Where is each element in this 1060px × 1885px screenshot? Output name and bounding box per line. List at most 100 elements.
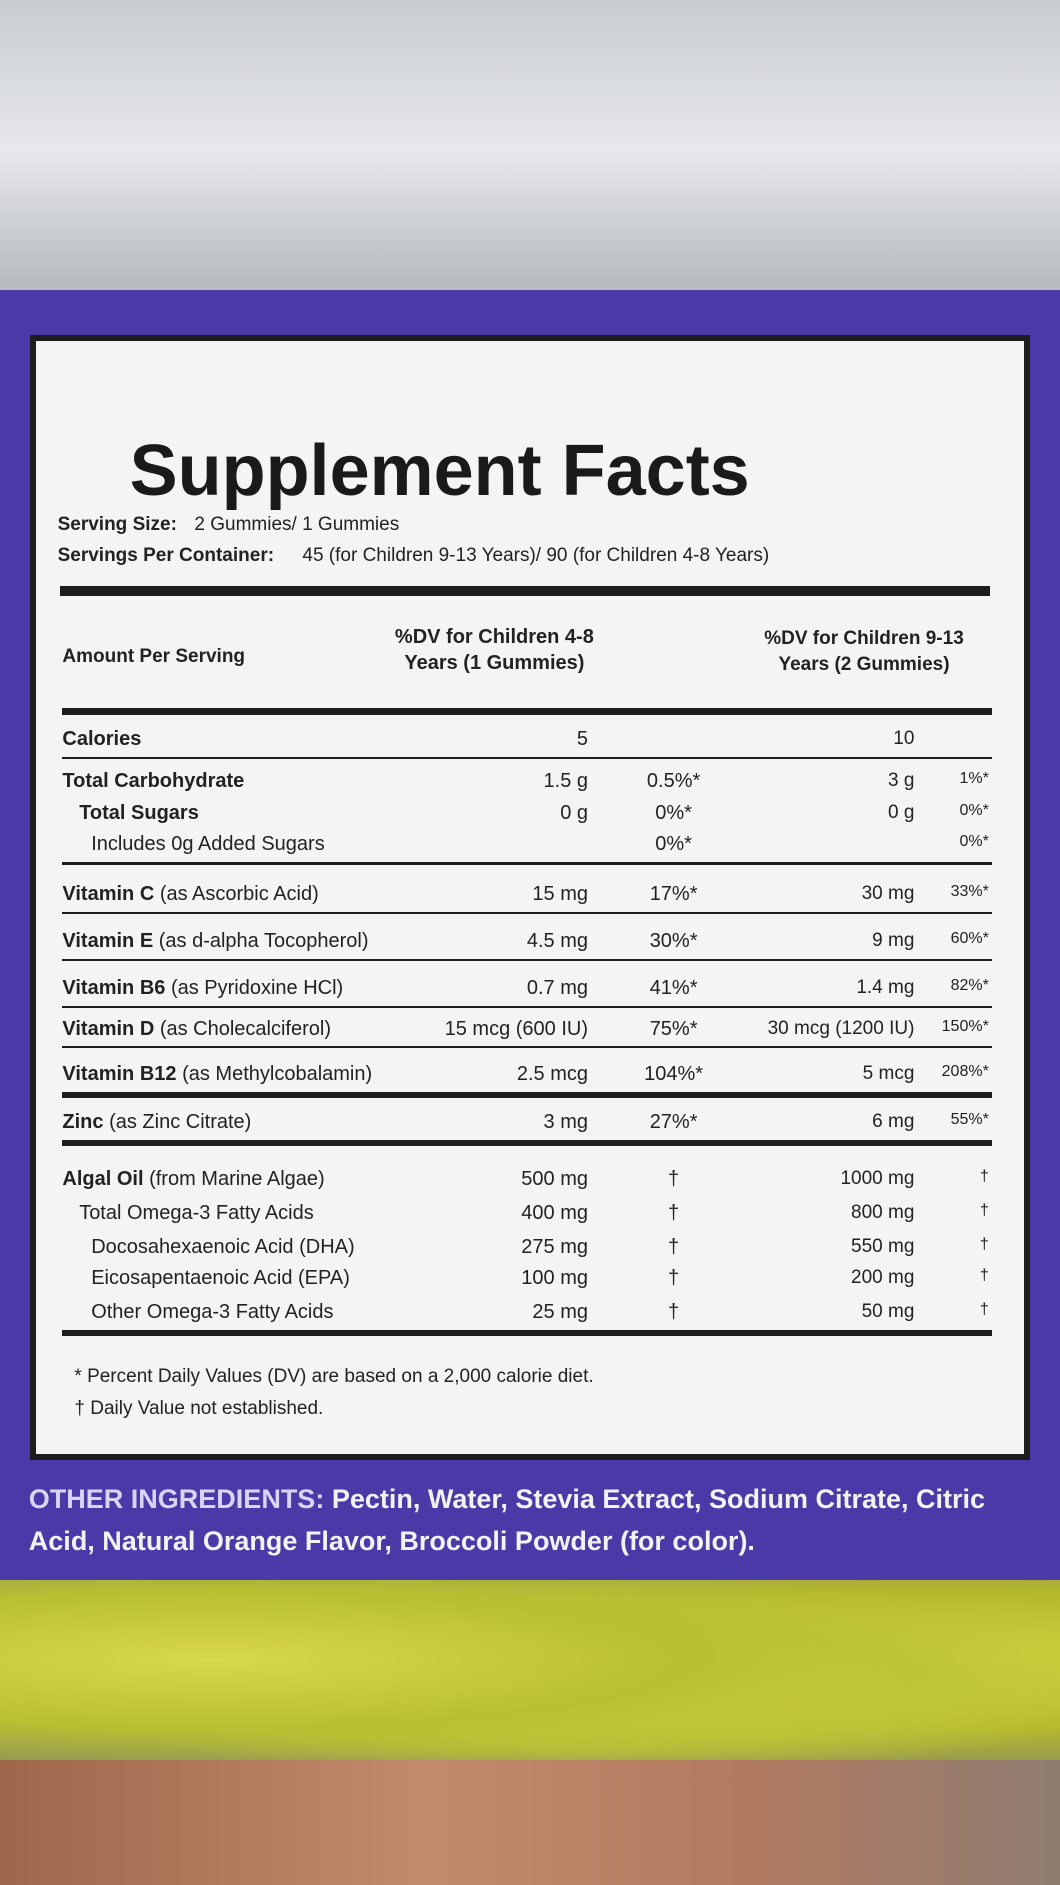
- dv-2: †: [979, 1167, 989, 1185]
- nutrient-name: Vitamin D: [62, 1017, 155, 1040]
- dv-1: 17%*: [649, 883, 698, 906]
- servings-label: Servings Per Container:: [57, 544, 275, 566]
- dv-1: 75%*: [649, 1017, 698, 1040]
- facts-panel: [30, 335, 1030, 1460]
- rule: [62, 708, 993, 715]
- nutrient-name: Zinc: [62, 1111, 104, 1134]
- nutrient-name: Total Carbohydrate: [62, 770, 245, 793]
- nutrient-detail: Total Omega-3 Fatty Acids: [79, 1202, 314, 1225]
- hand: [0, 1760, 1060, 1885]
- row-name: Vitamin C (as Ascorbic Acid): [62, 883, 318, 906]
- amount-1: 4.5 mg: [526, 930, 588, 952]
- dv-1: 30%*: [649, 930, 698, 952]
- amount-2: 550 mg: [851, 1236, 915, 1257]
- dv-1: 41%*: [649, 976, 698, 999]
- amount-2: 1000 mg: [840, 1167, 915, 1189]
- dv-2: 1%*: [959, 770, 989, 788]
- rule: [62, 958, 993, 961]
- row-name: Docosahexaenoic Acid (DHA): [91, 1236, 354, 1259]
- nutrient-detail: (from Marine Algae): [143, 1167, 325, 1190]
- nutrient-detail: (as Methylcobalamin): [176, 1063, 373, 1086]
- serving-label: Serving Size:: [57, 513, 177, 535]
- dv-2: †: [979, 1202, 989, 1220]
- amount-header: Amount Per Serving: [62, 645, 246, 667]
- dv-2: 0%*: [959, 832, 989, 850]
- row-name: Vitamin E (as d-alpha Tocopherol): [62, 930, 368, 953]
- dv-2: †: [979, 1300, 989, 1318]
- dv-2: 0%*: [959, 801, 989, 819]
- amount-1: 25 mg: [532, 1300, 588, 1323]
- dv-1: †: [668, 1236, 680, 1258]
- ingredients-text: Pectin, Water, Stevia Extract, Sodium Ci…: [28, 1484, 986, 1557]
- rule: [60, 585, 990, 596]
- nutrient-name: Vitamin B12: [62, 1063, 177, 1086]
- dv-1: 104%*: [644, 1063, 704, 1086]
- col2-header: %DV for Children 9-13 Years (2 Gummies): [764, 628, 964, 676]
- amount-1: 2.5 mcg: [516, 1063, 588, 1086]
- footnote: † Daily Value not established.: [74, 1398, 324, 1419]
- amount-2: 3 g: [887, 770, 915, 792]
- nutrient-detail: Other Omega-3 Fatty Acids: [91, 1300, 334, 1323]
- row-name: Eicosapentaenoic Acid (EPA): [91, 1267, 350, 1290]
- nutrient-detail: (as Pyridoxine HCl): [165, 976, 344, 999]
- nutrient-detail: (as d-alpha Tocopherol): [153, 930, 369, 952]
- dv-1: 0%*: [655, 801, 692, 824]
- dv-2: 208%*: [941, 1063, 989, 1081]
- amount-1: 15 mg: [532, 883, 588, 906]
- rule: [62, 757, 993, 760]
- dv-2: †: [979, 1236, 989, 1253]
- dv-2: 60%*: [950, 930, 989, 947]
- amount-2: 30 mg: [861, 883, 915, 905]
- nutrient-name: Algal Oil: [62, 1167, 144, 1190]
- amount-2: 5 mcg: [862, 1063, 915, 1085]
- other-ingredients: OTHER INGREDIENTS: Pectin, Water, Stevia…: [29, 1478, 1029, 1562]
- dv-2: 150%*: [941, 1017, 989, 1035]
- amount-2: 30 mcg (1200 IU): [767, 1017, 915, 1039]
- dv-1: 0%*: [655, 832, 692, 855]
- row-name: Algal Oil (from Marine Algae): [62, 1168, 324, 1191]
- row-name: Other Omega-3 Fatty Acids: [91, 1301, 333, 1324]
- gummies: [0, 1580, 1060, 1780]
- nutrient-name: Vitamin E: [62, 930, 154, 952]
- dv-2: †: [979, 1267, 989, 1285]
- dv-2: 82%*: [950, 976, 989, 994]
- rule: [62, 1329, 993, 1336]
- nutrient-name: Calories: [62, 728, 142, 751]
- row-name: Total Sugars: [79, 802, 199, 825]
- nutrient-detail: (as Zinc Citrate): [103, 1111, 252, 1134]
- amount-2: 200 mg: [851, 1267, 915, 1289]
- amount-1: 100 mg: [521, 1267, 588, 1290]
- row-name: Calories: [62, 728, 141, 751]
- amount-1: 1.5 g: [543, 770, 588, 793]
- nutrient-name: Vitamin B6: [62, 976, 166, 999]
- col1-header: %DV for Children 4-8 Years (1 Gummies): [394, 626, 594, 674]
- nutrient-detail: (as Cholecalciferol): [154, 1017, 331, 1040]
- rule: [62, 912, 993, 914]
- row-name: Includes 0g Added Sugars: [91, 833, 325, 856]
- amount-2: 50 mg: [861, 1300, 915, 1322]
- rule: [62, 1140, 993, 1146]
- dv-1: 0.5%*: [646, 770, 701, 793]
- dv-1: †: [668, 1202, 680, 1225]
- serving-value: 2 Gummies/ 1 Gummies: [194, 513, 400, 535]
- row-name: Vitamin D (as Cholecalciferol): [62, 1018, 331, 1041]
- amount-2: 800 mg: [851, 1202, 915, 1224]
- nutrient-detail: Docosahexaenoic Acid (DHA): [91, 1236, 355, 1258]
- nutrient-name: Total Sugars: [79, 801, 199, 824]
- amount-2: 9 mg: [872, 930, 915, 951]
- rule: [62, 1092, 993, 1098]
- dv-2: 55%*: [950, 1111, 989, 1129]
- row-name: Vitamin B12 (as Methylcobalamin): [62, 1063, 372, 1086]
- servings-value: 45 (for Children 9-13 Years)/ 90 (for Ch…: [302, 544, 770, 566]
- nutrient-detail: Eicosapentaenoic Acid (EPA): [91, 1267, 350, 1290]
- row-name: Total Carbohydrate: [62, 770, 244, 793]
- nutrient-detail: (as Ascorbic Acid): [154, 883, 319, 906]
- title: Supplement Facts: [129, 430, 750, 511]
- amount-1: 5: [576, 728, 588, 751]
- row-name: Vitamin B6 (as Pyridoxine HCl): [62, 977, 343, 1000]
- nutrient-detail: Includes 0g Added Sugars: [91, 832, 325, 855]
- amount-1: 275 mg: [521, 1236, 588, 1258]
- row-name: Zinc (as Zinc Citrate): [62, 1111, 251, 1134]
- amount-1: 500 mg: [521, 1167, 588, 1190]
